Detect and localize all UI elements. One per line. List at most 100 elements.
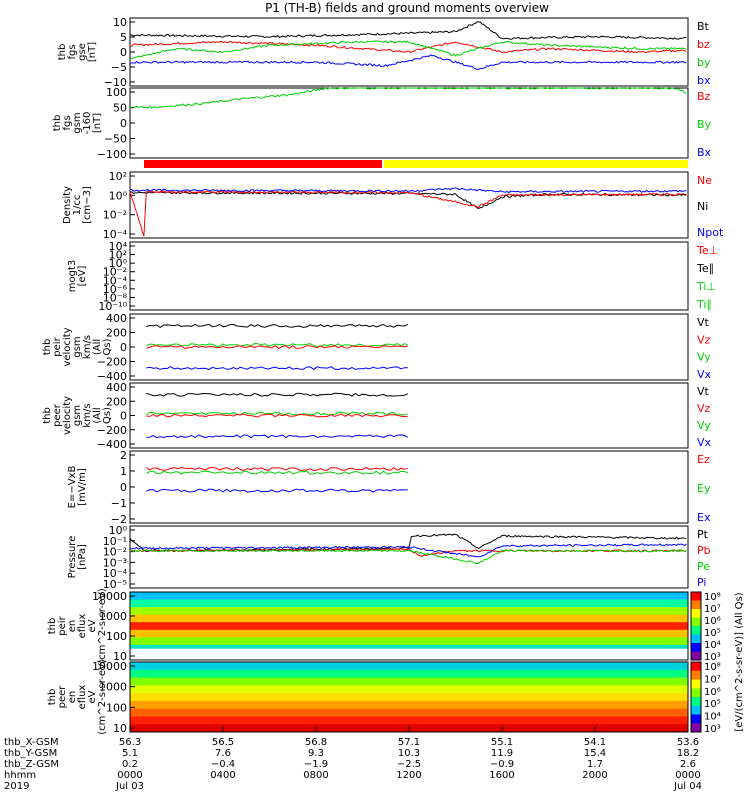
legend-entry: Ex [697, 511, 711, 524]
y-axis-label-line: (cm^2-s-sr-eV) [97, 659, 108, 735]
spectrogram-band [130, 599, 688, 608]
y-tick-label: 10 [113, 722, 127, 735]
x-row-label: thb_Z-GSM [4, 759, 59, 770]
legend-entry: bx [697, 74, 711, 87]
y-axis-label-line: en [67, 691, 78, 704]
x-tick-label: −0.9 [490, 759, 514, 770]
y-axis-label: thb peer velocity gsm km/s (All Qs) [42, 396, 113, 435]
y-tick-label: 0 [120, 117, 127, 130]
series-Pe [129, 549, 687, 564]
series-By [129, 87, 687, 109]
panel-2 [144, 160, 688, 168]
colorbar-upper-swatch [691, 617, 701, 627]
panel-7: 2 1 0 −1 −2 E=−VxB [mV/m] Ez Ey Ex [67, 449, 711, 526]
legend-entry: Vy [697, 351, 711, 364]
y-tick-label: 1 [120, 465, 127, 478]
y-axis-label-line: Pressure [67, 536, 78, 579]
legend-entry: Bt [697, 20, 710, 33]
x-tick-label: 7.6 [215, 748, 231, 759]
y-axis-label: thb fgs gse [nT] [57, 42, 98, 62]
panel-frame [129, 450, 689, 524]
y-tick-label: 100 [106, 630, 127, 643]
y-tick-label: −10 [104, 76, 127, 89]
series-bz [129, 40, 687, 54]
panel-9: 10000 1000 100 10 thb peir en eflux eV (cm^2-s-sr… [47, 588, 689, 664]
series-Ne [129, 190, 687, 237]
y-axis-label-line: (cm^2-s-sr-eV) [97, 588, 108, 664]
colorbar-lower-swatch [691, 662, 701, 672]
legend-entry: bz [697, 38, 710, 51]
y-tick-label: 10⁻⁸ [103, 291, 128, 304]
y-tick-label: −2 [111, 513, 127, 526]
y-tick-label: −1 [111, 497, 127, 510]
spectrogram-band [130, 716, 688, 725]
spectrogram [130, 662, 688, 733]
y-tick-label: 10000 [92, 590, 127, 603]
y-axis-label-line: thb [47, 689, 58, 706]
y-tick-label: 10⁻⁴ [103, 567, 128, 580]
panel-5: 400 2000 −200−400 thb peir velocity gsm km/s (Al… [42, 312, 712, 383]
legend-entry: Ez [697, 453, 710, 466]
y-axis-label-line: (All [92, 407, 103, 423]
y-axis-label-line: mogt3 [67, 260, 78, 293]
colorbar-lower-swatch [691, 723, 701, 733]
legend-entry: Vz [697, 333, 711, 346]
y-axis-label-line: gsm [72, 405, 83, 426]
x-row-label: hhmm [4, 770, 36, 781]
y-tick-label: 10⁻⁴ [103, 274, 128, 287]
y-tick-label: −5 [111, 61, 127, 74]
colorbar-lower-swatch [691, 679, 701, 689]
y-tick-label: 400 [106, 312, 127, 325]
y-axis-label-line: [eV] [77, 266, 88, 287]
colorbar-lower-swatch [691, 670, 701, 680]
colorbar-upper-frame [690, 591, 702, 661]
spectrogram-band [130, 629, 688, 638]
y-axis-label-line: [cm−3] [82, 186, 93, 224]
x-tick-label: 55.1 [491, 737, 513, 748]
y-axis-label-line: en [67, 620, 78, 633]
x-tick-label: 5.1 [122, 748, 138, 759]
panel-10: 10000 1000 100 10 thb peer en eflux eV (cm^2-s-sr… [47, 659, 689, 735]
x-tick-label: 10.3 [398, 748, 420, 759]
series-trace [146, 342, 409, 347]
colorbar-lower-tick: 10⁵ [704, 699, 721, 710]
y-axis-label-line: (All [92, 339, 103, 355]
y-tick-label: 10⁻² [103, 209, 127, 222]
colorbar-lower-tick: 10⁸ [704, 662, 721, 673]
y-axis-label-line: E=−VxB [67, 466, 78, 509]
colorbar-upper-tick: 10⁷ [704, 604, 721, 615]
y-axis-label-line: gsm [72, 112, 83, 133]
y-axis-label-line: velocity [62, 396, 73, 435]
y-tick-label: 10 [113, 16, 127, 29]
x-tick-label: 0000 [117, 770, 142, 781]
series-trace [146, 366, 408, 371]
x-tick-label: −0.4 [211, 759, 235, 770]
x-tick-label: 9.3 [308, 748, 324, 759]
y-tick-label: 10⁻² [103, 546, 127, 559]
legend-entry: Ni [697, 200, 708, 213]
region-bar-yellow [384, 160, 688, 168]
y-tick-label: 400 [106, 381, 127, 394]
series-trace [146, 323, 409, 329]
series-trace [146, 344, 408, 350]
legend-entry: Vt [697, 316, 710, 329]
colorbar-upper-swatch [691, 651, 701, 661]
y-axis-label: thb peer en eflux eV (cm^2-s-sr-eV) [47, 659, 108, 735]
y-tick-label: −200 [97, 424, 127, 437]
x-tick-label: 15.4 [584, 748, 606, 759]
legend-entry: Vy [697, 419, 711, 432]
legend-entry: Vx [697, 436, 712, 449]
spectrogram-band [130, 637, 688, 646]
y-axis-label: mogt3 [eV] [67, 260, 88, 293]
series-Pi [129, 543, 687, 558]
colorbar-lower-tick: 10⁶ [704, 687, 721, 698]
y-axis-label-line: thb [57, 44, 68, 61]
x-tick-label: 57.1 [398, 737, 420, 748]
colorbar-upper-tick: 10⁶ [704, 616, 721, 627]
spectrogram-band [130, 677, 688, 686]
legend-entry: Ne [697, 174, 712, 187]
legend-entry: by [697, 56, 711, 69]
series-trace [146, 411, 408, 416]
